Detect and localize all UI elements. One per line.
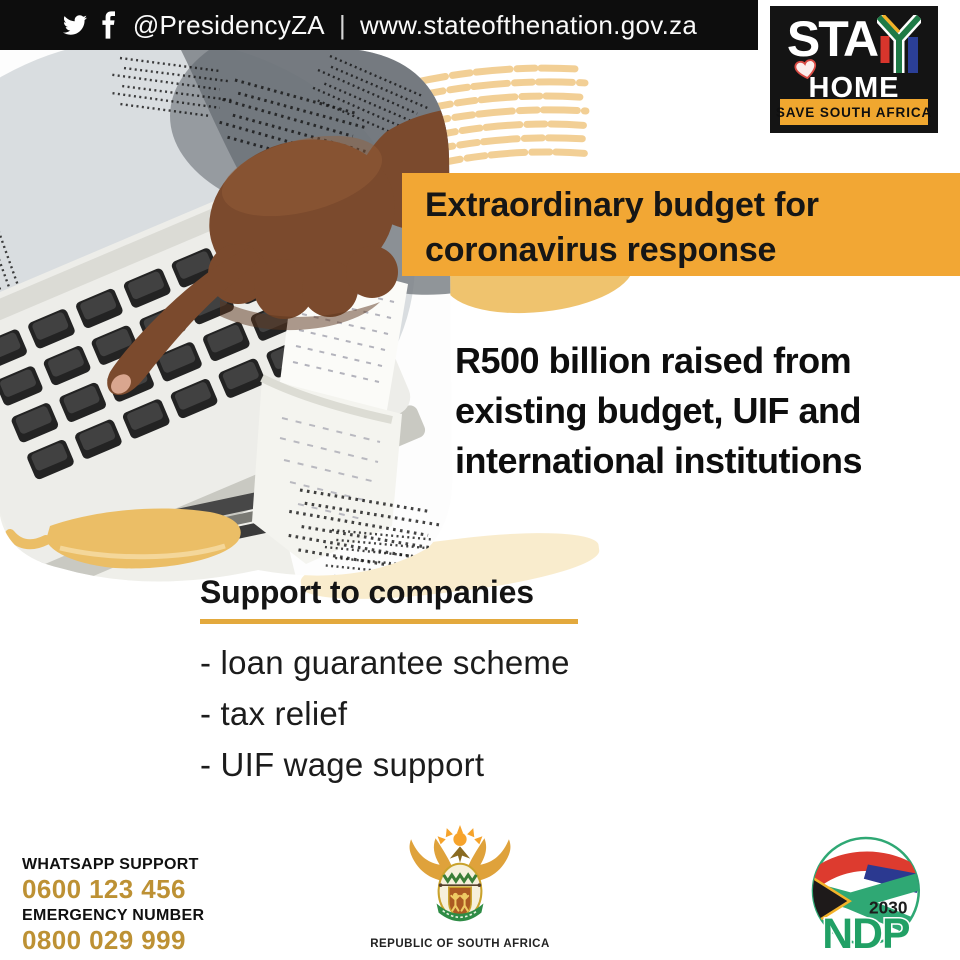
separator: | — [338, 9, 347, 40]
ndp-2030-logo: 2030 NDP — [811, 836, 921, 956]
whatsapp-support-label: WHATSAPP SUPPORT — [22, 856, 199, 873]
list-item: - tax relief — [200, 695, 348, 732]
headline-line2: coronavirus response — [425, 231, 777, 269]
motto-band — [436, 903, 484, 922]
badge-stay-text: STA — [786, 11, 879, 67]
support-list: - loan guarantee scheme - tax relief - U… — [200, 637, 578, 790]
emergency-number-label: EMERGENCY NUMBER — [22, 907, 205, 924]
support-heading: Support to companies — [200, 574, 534, 610]
body-copy: R500 billion raised from existing budget… — [455, 336, 863, 486]
website-url[interactable]: www.stateofthenation.gov.za — [360, 9, 698, 40]
body-line1: R500 billion raised from — [455, 340, 852, 381]
body-line3: international institutions — [455, 440, 863, 481]
gold-brush-stroke — [5, 508, 241, 569]
south-africa-flag-y-icon — [877, 15, 922, 73]
south-africa-coat-of-arms — [409, 825, 511, 922]
ndp-year: 2030 — [869, 897, 907, 917]
list-item: - loan guarantee scheme — [200, 644, 570, 681]
khoisan-figures — [450, 892, 470, 912]
facebook-f-icon[interactable] — [101, 11, 117, 39]
emergency-number: 0800 029 999 — [22, 925, 186, 955]
heart-icon — [794, 59, 817, 80]
whatsapp-number: 0600 123 456 — [22, 874, 186, 904]
sun — [437, 825, 483, 846]
calculator-hand-photo — [0, 48, 453, 582]
save-south-africa-band: SAVE SOUTH AFRICA — [776, 99, 931, 125]
contact-block: WHATSAPP SUPPORT 0600 123 456 EMERGENCY … — [22, 856, 204, 960]
wings — [409, 838, 511, 882]
social-bar: @PresidencyZA | www.stateofthenation.gov… — [0, 0, 758, 50]
body-line2: existing budget, UIF and — [455, 390, 862, 431]
ndp-acronym: NDP — [822, 910, 910, 956]
badge-home-label: HOME — [808, 72, 900, 104]
list-item: - UIF wage support — [200, 746, 485, 783]
headline-banner: Extraordinary budget for coronavirus res… — [402, 173, 960, 276]
fingernail — [111, 374, 131, 394]
secretary-bird — [449, 846, 471, 863]
stay-home-save-sa-badge: STA HOME SAVE SOUTH AFRICA — [770, 6, 938, 133]
republic-caption: REPUBLIC OF SOUTH AFRICA — [370, 938, 550, 950]
twitter-bird-icon[interactable] — [61, 13, 89, 37]
headline-line1: Extraordinary budget for — [425, 186, 819, 224]
support-section: Support to companies - loan guarantee sc… — [200, 574, 578, 790]
shield — [448, 886, 472, 918]
support-heading-underline — [200, 619, 578, 624]
social-handle[interactable]: @PresidencyZA — [132, 9, 325, 40]
badge-home-text: HOME — [770, 59, 938, 105]
